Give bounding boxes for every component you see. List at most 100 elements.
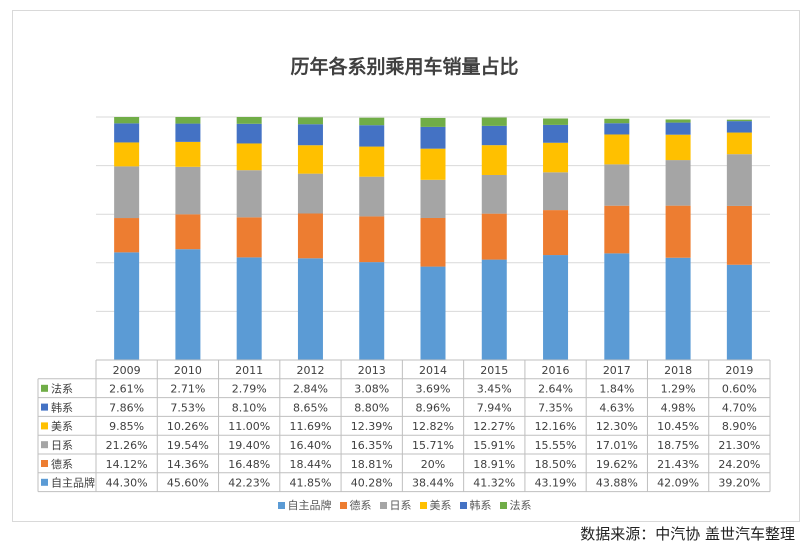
legend-item: 德系 (339, 499, 372, 512)
bar-segment (665, 160, 691, 206)
data-label: 11.00% (228, 420, 270, 433)
data-label: 11.69% (289, 420, 331, 433)
bar-segment (114, 166, 140, 219)
data-label: 7.35% (538, 401, 573, 414)
data-label: 18.75% (657, 439, 699, 452)
legend-swatch (499, 502, 507, 509)
data-label: 15.55% (535, 439, 577, 452)
data-label: 2.71% (170, 383, 205, 396)
data-label: 16.48% (228, 458, 270, 471)
legend-swatch (339, 502, 347, 509)
legend-key (41, 403, 48, 411)
bar-segment (114, 218, 140, 253)
data-label: 16.40% (289, 439, 331, 452)
bar-segment (359, 216, 385, 263)
bar-segment (604, 118, 630, 124)
data-label: 41.32% (473, 477, 515, 490)
data-label: 9.85% (109, 420, 144, 433)
data-label: 21.26% (106, 439, 148, 452)
bar-segment (236, 170, 262, 218)
bar-segment (665, 205, 691, 258)
series-label: 德系 (51, 457, 73, 471)
data-label: 3.69% (416, 383, 451, 396)
category-label: 2016 (542, 364, 570, 377)
data-label: 18.44% (289, 458, 331, 471)
data-label: 12.39% (351, 420, 393, 433)
bar-segment (236, 143, 262, 171)
data-label: 21.30% (718, 439, 760, 452)
bar-segment (543, 124, 569, 143)
bar-segment (359, 117, 385, 126)
category-label: 2017 (603, 364, 631, 377)
data-label: 18.50% (535, 458, 577, 471)
data-label: 21.43% (657, 458, 699, 471)
data-label: 4.63% (599, 401, 634, 414)
data-label: 3.45% (477, 383, 512, 396)
bar-segment (726, 121, 752, 133)
legend-swatch (277, 502, 285, 509)
bar-segment (726, 119, 752, 122)
bar-segment (175, 141, 201, 167)
data-label: 14.36% (167, 458, 209, 471)
bar-segment (665, 119, 691, 123)
data-label: 2.64% (538, 383, 573, 396)
data-label: 17.01% (596, 439, 638, 452)
bar-segment (114, 142, 140, 167)
bar-segment (359, 125, 385, 147)
legend-item: 韩系 (459, 499, 492, 512)
data-label: 19.62% (596, 458, 638, 471)
data-label: 18.91% (473, 458, 515, 471)
data-label: 44.30% (106, 477, 148, 490)
bar-segment (420, 179, 446, 218)
bar-segment (604, 205, 630, 254)
data-label: 20% (421, 458, 445, 471)
legend-key (41, 422, 48, 430)
category-label: 2010 (174, 364, 202, 377)
legend-label: 法系 (509, 499, 532, 512)
category-label: 2009 (113, 364, 141, 377)
bar-segment (543, 142, 569, 173)
bar-segment (175, 166, 201, 215)
bar-segment (481, 213, 507, 260)
data-label: 40.28% (351, 477, 393, 490)
bar-segment (604, 253, 630, 360)
data-label: 4.70% (722, 401, 757, 414)
data-label: 8.96% (416, 401, 451, 414)
data-label: 8.80% (354, 401, 389, 414)
data-label: 10.45% (657, 420, 699, 433)
data-label: 18.81% (351, 458, 393, 471)
data-label: 42.23% (228, 477, 270, 490)
source-note: 数据来源：中汽协 盖世汽车整理 (580, 525, 795, 543)
legend-swatch (419, 502, 427, 509)
data-label: 39.20% (718, 477, 760, 490)
bar-segment (297, 145, 323, 174)
bar-segment (420, 117, 446, 127)
bar-segment (665, 122, 691, 135)
legend-item: 日系 (379, 499, 412, 512)
data-label: 12.82% (412, 420, 454, 433)
bar-segment (297, 258, 323, 360)
bar-segment (359, 262, 385, 360)
chart-title: 历年各系别乘用车销量占比 (290, 56, 519, 78)
data-label: 43.88% (596, 477, 638, 490)
data-label: 7.53% (170, 401, 205, 414)
bar-segment (604, 134, 630, 165)
data-label: 19.40% (228, 439, 270, 452)
data-label: 45.60% (167, 477, 209, 490)
bar-segment (481, 259, 507, 360)
bar-segment (726, 132, 752, 155)
data-label: 14.12% (106, 458, 148, 471)
bar-segment (420, 148, 446, 180)
data-label: 4.98% (661, 401, 696, 414)
data-label: 12.30% (596, 420, 638, 433)
legend-item: 法系 (499, 499, 532, 512)
bar-segment (420, 126, 446, 149)
bar-segment (359, 176, 385, 217)
bar-segment (297, 124, 323, 146)
data-label: 2.84% (293, 383, 328, 396)
bar-segment (481, 117, 507, 126)
legend-key (41, 478, 48, 486)
legend-item: 自主品牌 (277, 499, 332, 512)
legend-key (41, 441, 48, 449)
data-label: 10.26% (167, 420, 209, 433)
